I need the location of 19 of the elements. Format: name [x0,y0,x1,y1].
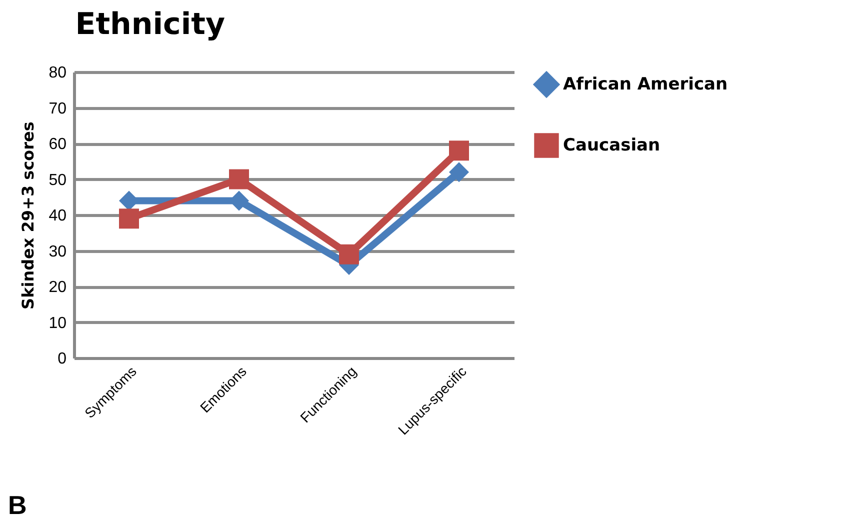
y-axis-title: Skindex 29+3 scores [18,122,38,310]
y-tick-label: 20 [48,279,67,296]
y-tick-label: 40 [48,208,67,224]
y-tick-label: 60 [48,136,67,153]
point [449,162,469,182]
point [449,140,469,161]
y-tick-label: 30 [48,243,67,260]
point [339,244,359,264]
point [229,169,249,190]
y-tick-label: 80 [48,64,67,82]
y-tick-label: 50 [48,172,67,189]
point [119,208,139,229]
y-tick-label: 0 [58,350,67,368]
text: B [8,490,27,521]
y-tick-label: 10 [48,314,67,332]
chart-title: Ethnicity [75,7,226,42]
legend-label: African American [563,74,728,94]
legend-label: Caucasian [563,136,660,156]
y-tick-label: 70 [48,100,67,118]
